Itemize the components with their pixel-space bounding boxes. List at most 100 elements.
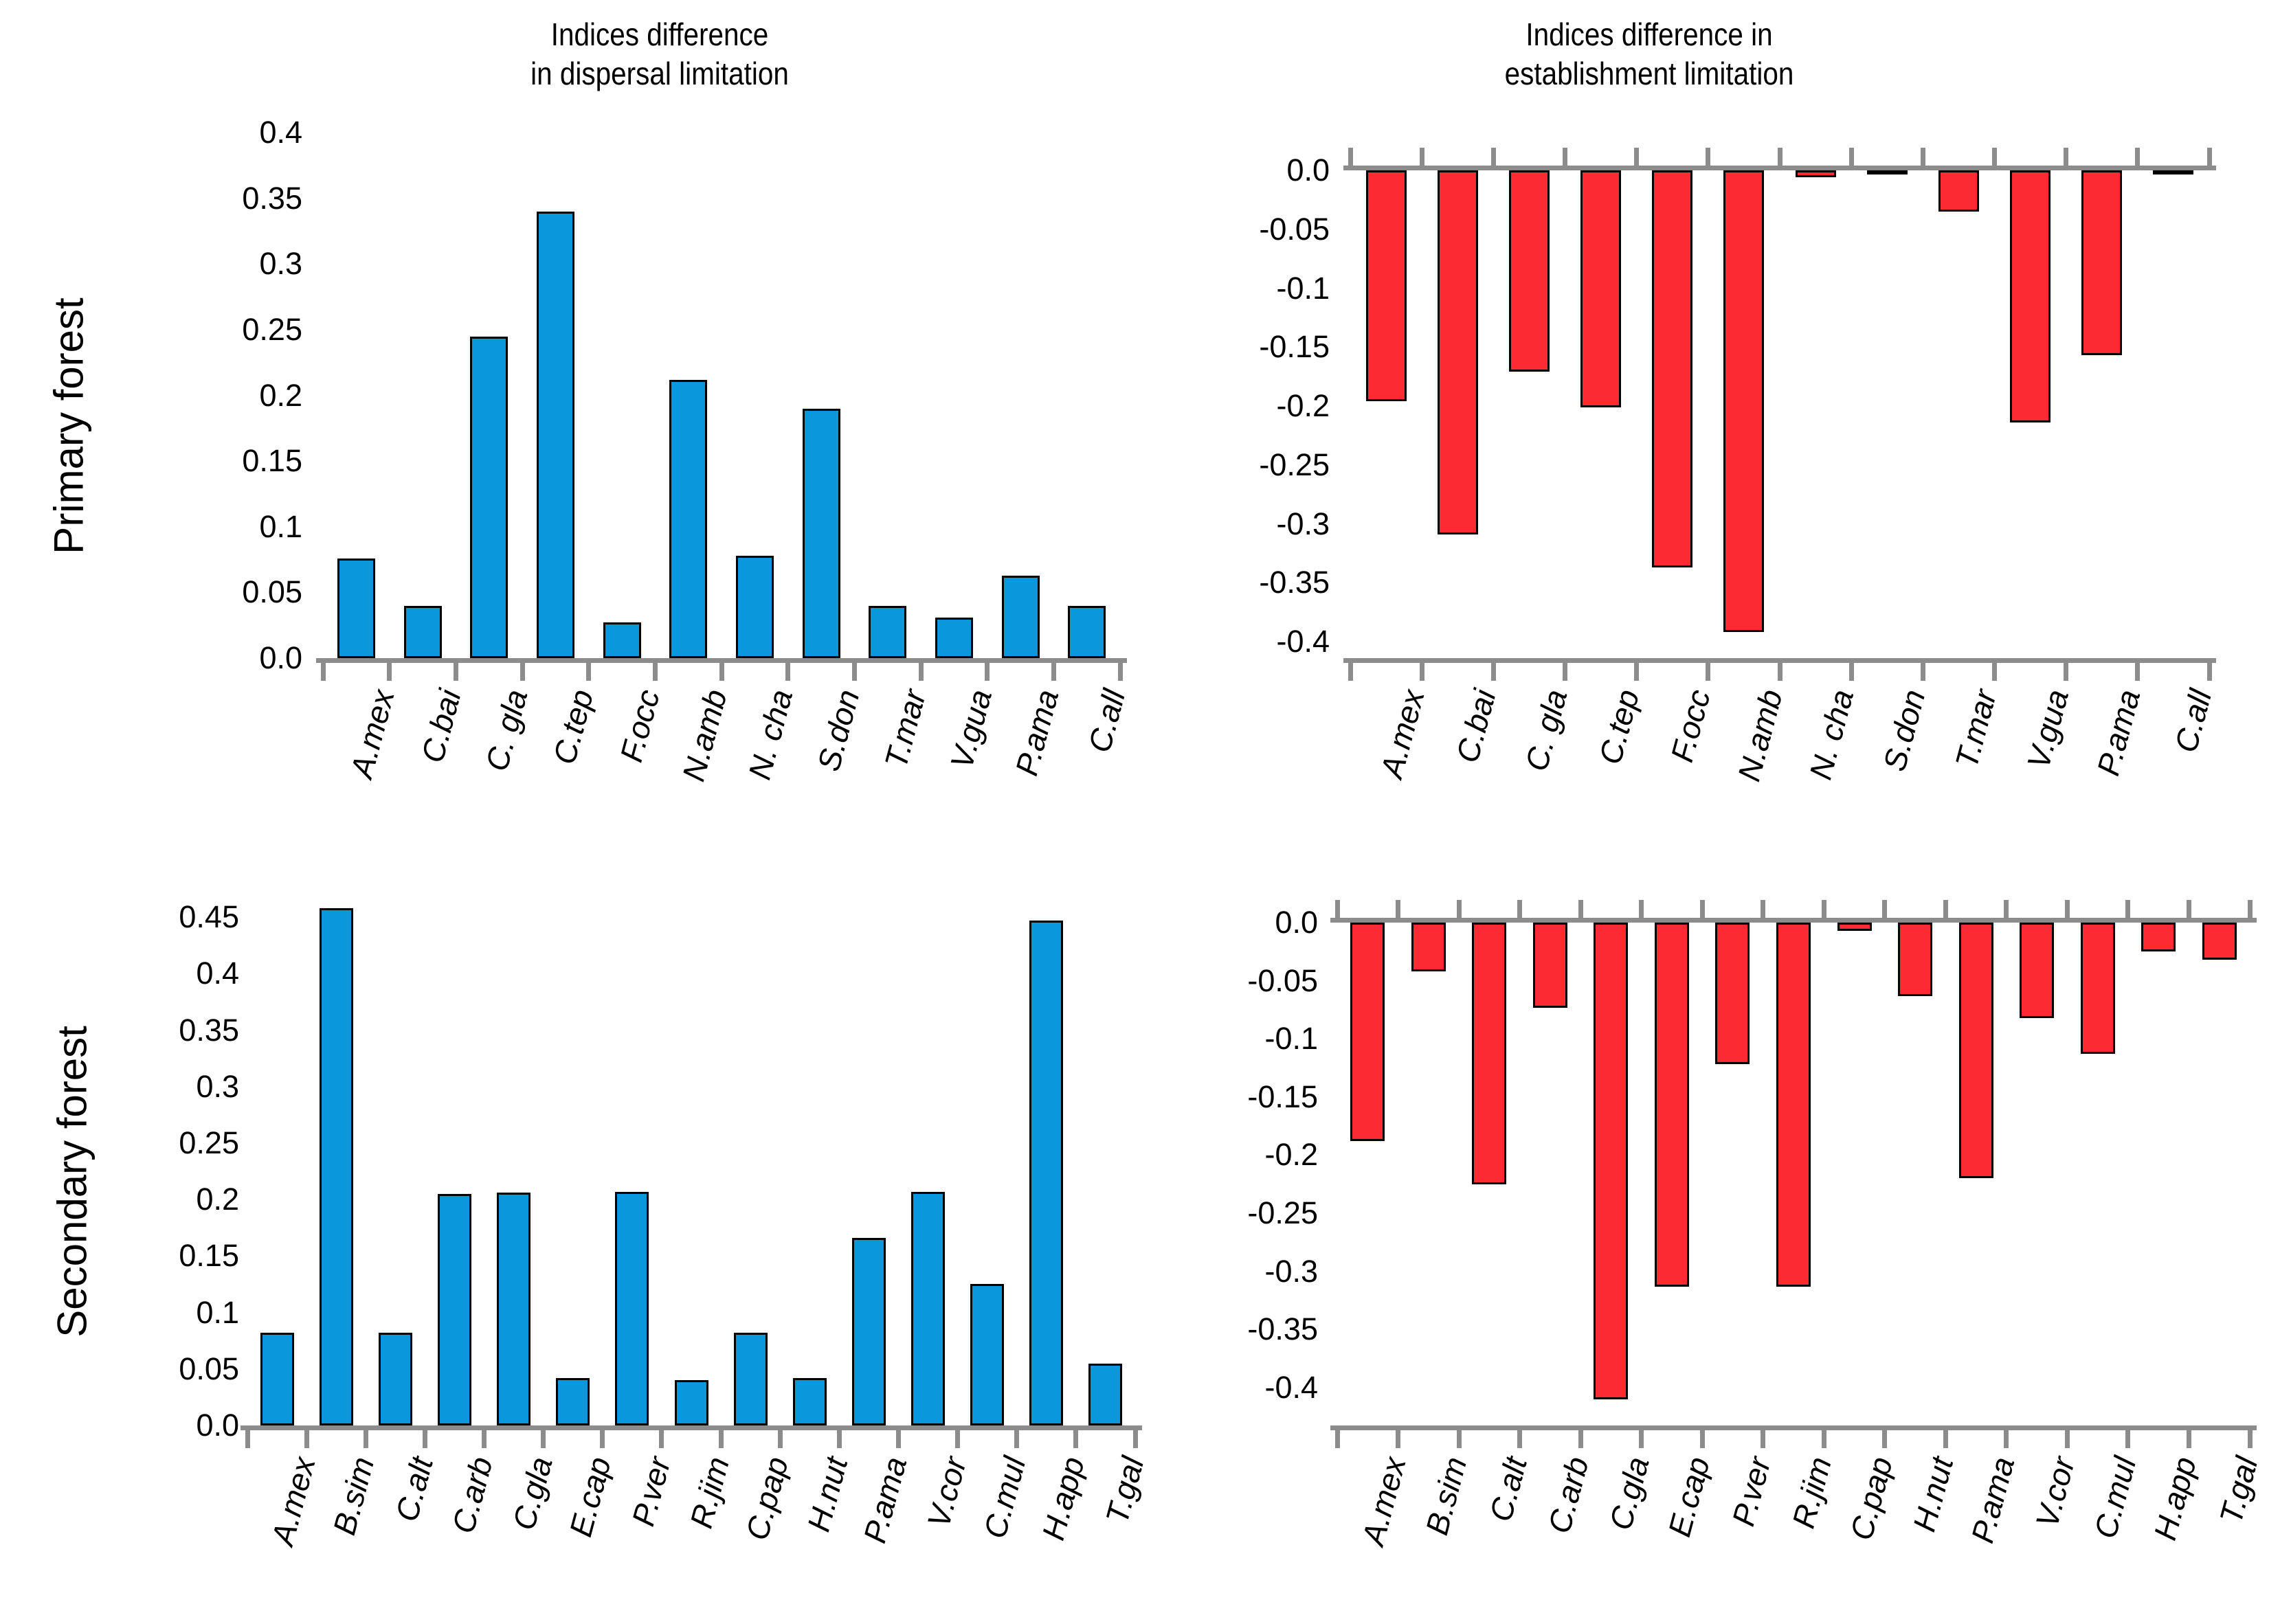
y-tick-label: 0.15 — [179, 1238, 239, 1273]
bar-C-mul — [970, 1284, 1004, 1425]
bar-T-gal — [2202, 923, 2237, 960]
x-category-label: F.occ — [1664, 686, 1718, 766]
bar-B-sim — [1411, 923, 1446, 971]
chart-title-establishment: Indices difference in establishment limi… — [1485, 15, 1813, 93]
y-tick-label: 0.25 — [179, 1125, 239, 1160]
x-category-label: C.gla — [505, 1453, 559, 1534]
axis-tick — [1821, 900, 1826, 918]
x-category-label: C.pap — [739, 1453, 796, 1544]
bar-T-mar — [869, 606, 906, 658]
axis-tick — [387, 663, 392, 681]
x-category-label: B.sim — [326, 1453, 381, 1539]
category-axis-tick — [1517, 1430, 1523, 1448]
x-category-label: A.mex — [1373, 686, 1431, 782]
bar-C-gla — [470, 337, 508, 658]
bar-C-bai — [1438, 170, 1478, 534]
axis-tick — [1992, 148, 1997, 166]
axis-tick — [777, 1430, 783, 1448]
chart-title-dispersal-line2: in dispersal limitation — [530, 56, 789, 91]
category-axis-tick — [1456, 1430, 1462, 1448]
bar-P-ama — [1959, 923, 1993, 1178]
bar-A-mex — [260, 1333, 294, 1425]
x-category-label: A.mex — [264, 1453, 322, 1549]
bar-C-alt — [379, 1333, 412, 1425]
bar-C-pap — [734, 1333, 768, 1425]
x-category-label: P.ama — [1964, 1453, 2022, 1547]
x-category-label: C.tep — [1591, 686, 1646, 768]
axis-tick — [1132, 1430, 1138, 1448]
bar-H-nut — [793, 1378, 827, 1425]
axis-tick — [320, 663, 326, 681]
bar-C-arb — [438, 1194, 471, 1425]
x-category-label: P.ver — [624, 1453, 678, 1530]
bar-H-nut — [1898, 923, 1932, 996]
x-category-label: N. cha — [741, 686, 800, 784]
bar-V-cor — [911, 1192, 945, 1425]
category-axis-tick — [1777, 663, 1782, 681]
bar-N-cha — [736, 556, 774, 658]
y-tick-label: 0.2 — [259, 378, 302, 413]
bar-R-jim — [675, 1380, 708, 1425]
axis-tick — [955, 1430, 961, 1448]
y-tick-label: -0.05 — [1247, 963, 1318, 998]
category-axis-tick — [1699, 1430, 1705, 1448]
axis-tick — [1563, 148, 1567, 166]
y-tick-label: -0.3 — [1276, 506, 1330, 541]
category-axis-tick — [2064, 663, 2069, 681]
y-tick-label: 0.1 — [259, 509, 302, 544]
x-category-label: H.app — [2147, 1453, 2204, 1544]
axis-tick — [1490, 148, 1496, 166]
bar-T-mar — [1938, 170, 1979, 212]
chart-title-dispersal: Indices difference in dispersal limitati… — [513, 15, 807, 93]
axis-tick — [1920, 148, 1925, 166]
category-axis-tick — [1348, 663, 1353, 681]
axis-tick — [1943, 900, 1948, 918]
y-tick-label: 0.0 — [1275, 905, 1318, 940]
axis-tick — [482, 1430, 487, 1448]
x-category-label: R.jim — [682, 1453, 737, 1532]
y-tick-label: 0.3 — [196, 1069, 239, 1104]
category-axis-tick — [1848, 663, 1854, 681]
axis-tick — [1073, 1430, 1079, 1448]
y-tick-label: 0.05 — [242, 574, 302, 609]
x-category-label: N.amb — [1730, 686, 1789, 785]
x-category-label: C.bai — [414, 686, 468, 767]
x-category-label: C.gla — [1602, 1453, 1656, 1534]
bar-C-gla — [1594, 923, 1628, 1399]
bar-C-gla — [497, 1193, 530, 1425]
x-category-label: V.cor — [2029, 1453, 2082, 1532]
axis-tick — [2125, 900, 2131, 918]
x-category-label: C.arb — [444, 1453, 500, 1537]
axis-tick — [1456, 900, 1462, 918]
bar-F-occ — [603, 622, 641, 658]
category-axis-tick — [1882, 1430, 1888, 1448]
category-axis-tick — [1634, 663, 1640, 681]
axis-tick — [1517, 900, 1523, 918]
y-tick-label: -0.25 — [1247, 1195, 1318, 1230]
y-tick-label: -0.2 — [1264, 1137, 1318, 1172]
category-axis-tick — [1396, 1430, 1401, 1448]
axis-tick — [1699, 900, 1705, 918]
y-tick-label: -0.1 — [1276, 271, 1330, 306]
category-axis-tick — [1639, 1430, 1644, 1448]
bar-C-tep — [537, 212, 574, 658]
axis-tick — [1014, 1430, 1020, 1448]
axis-tick — [245, 1430, 250, 1448]
y-tick-label: 0.15 — [242, 443, 302, 478]
x-category-label: H.app — [1035, 1453, 1092, 1544]
category-axis-tick — [1821, 1430, 1826, 1448]
category-axis-tick — [2135, 663, 2141, 681]
y-tick-label: 0.05 — [179, 1351, 239, 1386]
axis-tick — [2135, 148, 2141, 166]
x-category-label: C.tep — [546, 686, 601, 768]
y-tick-label: 0.0 — [1286, 153, 1330, 188]
x-category-label: V.cor — [920, 1453, 974, 1532]
category-axis-tick — [1334, 1430, 1340, 1448]
axis-tick — [1639, 900, 1644, 918]
y-tick-label: 0.2 — [196, 1182, 239, 1217]
axis-tick — [652, 663, 658, 681]
axis-tick — [719, 663, 724, 681]
x-category-label: C.pap — [1843, 1453, 1900, 1544]
x-axis-line — [316, 658, 1127, 663]
